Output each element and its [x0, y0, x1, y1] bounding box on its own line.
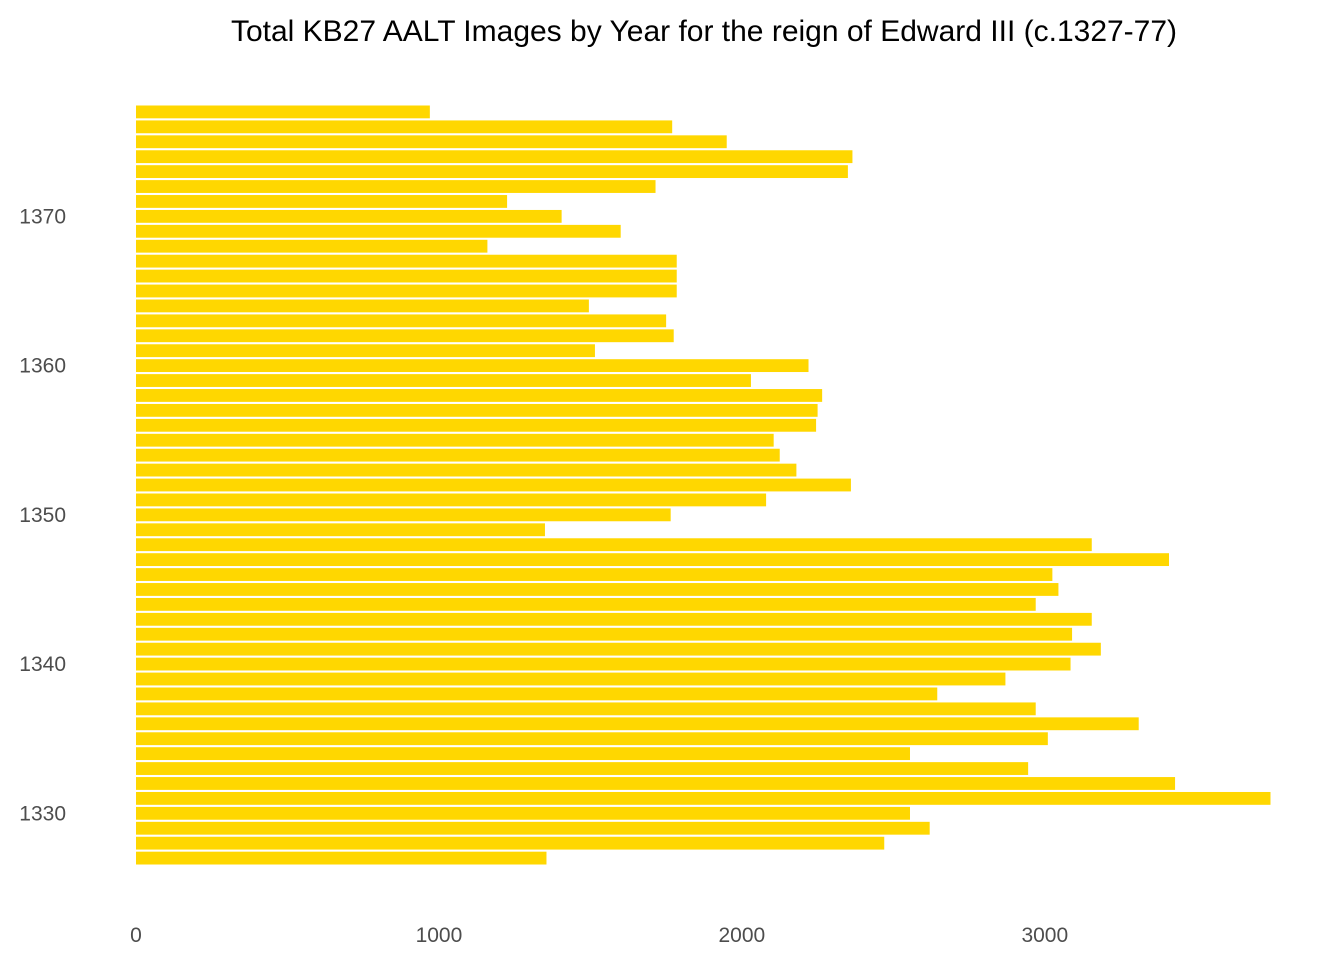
bar-1364	[136, 299, 589, 313]
bar-1362	[136, 329, 674, 343]
bar-1334	[136, 747, 910, 761]
bar-1357	[136, 403, 818, 417]
bar-1374	[136, 150, 853, 164]
bar-1351	[136, 493, 767, 507]
y-axis-ticks: 1330 1340 1350 1360 1370	[19, 205, 66, 825]
bar-1354	[136, 448, 780, 462]
bar-1377	[136, 105, 430, 119]
bar-1376	[136, 120, 673, 134]
bar-1369	[136, 224, 621, 238]
bar-1337	[136, 702, 1036, 716]
chart-title: Total KB27 AALT Images by Year for the r…	[231, 15, 1177, 48]
bar-1338	[136, 687, 938, 701]
bar-1363	[136, 314, 667, 328]
bar-1344	[136, 597, 1036, 611]
bar-1331	[136, 791, 1271, 805]
bar-1356	[136, 418, 817, 432]
bar-1330	[136, 806, 910, 820]
y-tick-label: 1360	[19, 355, 66, 378]
bar-1373	[136, 165, 848, 179]
bar-1340	[136, 657, 1071, 671]
x-tick-label: 0	[130, 924, 142, 947]
bar-1353	[136, 463, 797, 477]
bar-1366	[136, 269, 677, 283]
bar-1365	[136, 284, 677, 298]
bar-1367	[136, 254, 677, 268]
bar-1333	[136, 762, 1029, 775]
bar-1345	[136, 583, 1059, 596]
bar-1352	[136, 478, 851, 492]
bar-1368	[136, 239, 488, 253]
bar-1370	[136, 209, 562, 223]
y-tick-label: 1370	[19, 205, 66, 228]
bar-1346	[136, 568, 1053, 581]
x-tick-label: 3000	[1021, 924, 1068, 947]
bar-1327	[136, 851, 547, 865]
x-axis-ticks: 0 1000 2000 3000	[130, 924, 1068, 947]
bar-1343	[136, 612, 1092, 626]
bar-1360	[136, 359, 809, 373]
bar-1329	[136, 821, 930, 835]
y-tick-label: 1350	[19, 504, 66, 527]
y-tick-label: 1330	[19, 802, 66, 825]
bar-1361	[136, 344, 595, 358]
bar-1348	[136, 538, 1092, 552]
bar-1371	[136, 195, 508, 208]
bars-group	[136, 105, 1271, 865]
bar-1336	[136, 717, 1139, 731]
x-tick-label: 1000	[416, 924, 463, 947]
bar-1372	[136, 180, 656, 193]
bar-1355	[136, 433, 774, 447]
bar-1339	[136, 672, 1006, 686]
bar-1332	[136, 777, 1176, 790]
bar-1342	[136, 627, 1073, 641]
x-tick-label: 2000	[719, 924, 766, 947]
bar-1350	[136, 508, 671, 522]
bar-1328	[136, 836, 885, 850]
bar-1375	[136, 135, 727, 149]
bar-1358	[136, 389, 823, 402]
y-tick-label: 1340	[19, 653, 66, 676]
bar-1359	[136, 374, 751, 387]
bar-1335	[136, 732, 1048, 746]
bar-1341	[136, 642, 1101, 656]
bar-1349	[136, 523, 545, 537]
bar-1347	[136, 553, 1170, 567]
